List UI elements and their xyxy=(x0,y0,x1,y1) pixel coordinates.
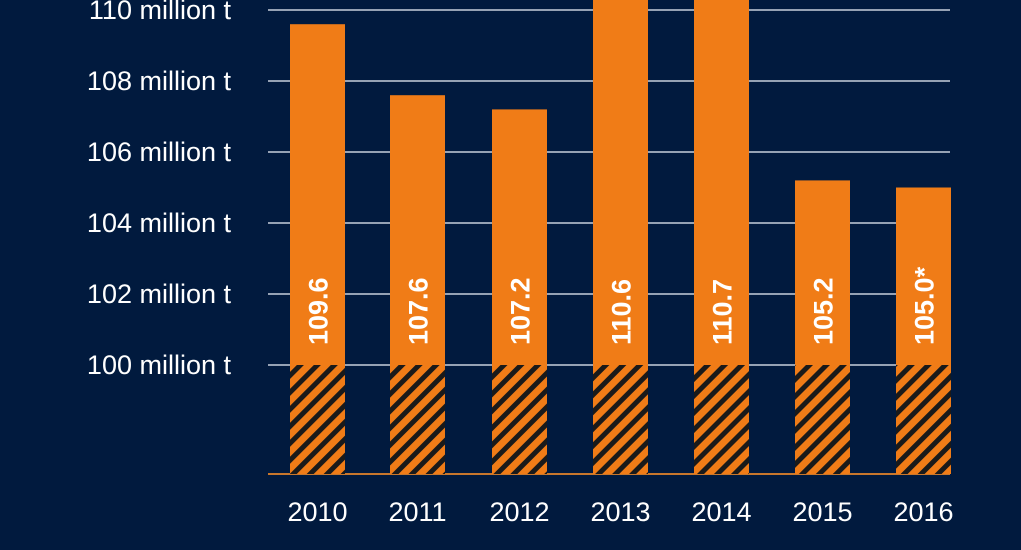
x-tick-label: 2015 xyxy=(792,497,852,527)
bar-break-segment xyxy=(795,365,850,474)
y-tick-label: 102 million t xyxy=(87,279,232,309)
bar-break-segment xyxy=(492,365,547,474)
bar-break-segment xyxy=(593,365,648,474)
bar-2015 xyxy=(795,180,850,365)
bar-2012 xyxy=(492,109,547,366)
bar-2010 xyxy=(290,24,345,365)
bar-2011 xyxy=(390,95,445,365)
x-tick-label: 2011 xyxy=(388,497,446,527)
data-label: 107.6 xyxy=(404,277,434,345)
y-tick-label: 104 million t xyxy=(87,208,232,238)
y-tick-label: 110 million t xyxy=(89,0,232,25)
data-label: 105.0* xyxy=(910,266,940,345)
x-tick-label: 2016 xyxy=(893,497,953,527)
x-tick-label: 2010 xyxy=(287,497,347,527)
y-tick-label: 106 million t xyxy=(87,137,232,167)
x-tick-label: 2013 xyxy=(590,497,650,527)
bar-break-segment xyxy=(694,365,749,474)
y-tick-label: 100 million t xyxy=(87,350,232,380)
x-tick-label: 2014 xyxy=(691,497,751,527)
bar-break-segment xyxy=(896,365,951,474)
bar-break-segment xyxy=(390,365,445,474)
bar-2013 xyxy=(593,0,648,365)
bar-2014 xyxy=(694,0,749,365)
data-label: 107.2 xyxy=(506,277,536,345)
data-label: 110.6 xyxy=(607,279,637,345)
data-label: 110.7 xyxy=(708,279,738,345)
x-tick-label: 2012 xyxy=(489,497,549,527)
data-label: 105.2 xyxy=(809,277,839,345)
y-tick-label: 108 million t xyxy=(87,66,232,96)
bar-2016 xyxy=(896,187,951,365)
data-label: 109.6 xyxy=(304,277,334,345)
bar-break-segment xyxy=(290,365,345,474)
